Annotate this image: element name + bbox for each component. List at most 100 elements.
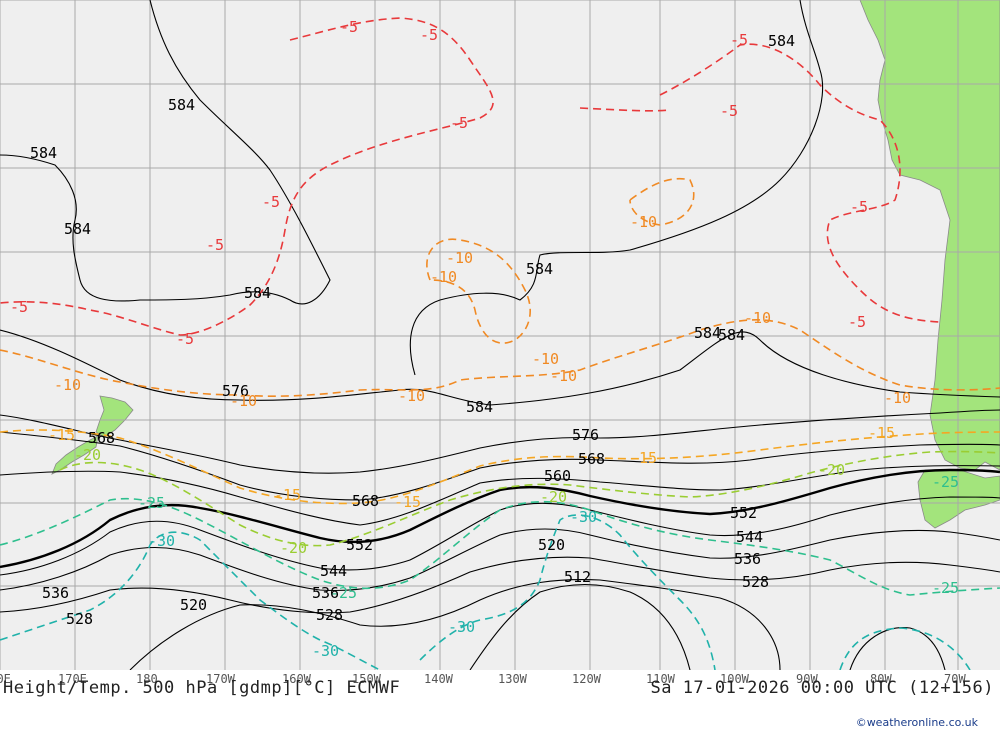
temperature-label: -20 bbox=[280, 539, 307, 557]
temperature-label: -30 bbox=[448, 618, 475, 636]
height-contour-568 bbox=[0, 431, 1000, 501]
height-label: 568 bbox=[352, 492, 379, 510]
temperature-label: -5 bbox=[450, 114, 468, 132]
height-label: 584 bbox=[168, 96, 195, 114]
height-label: 584 bbox=[466, 398, 493, 416]
height-label: 584 bbox=[694, 324, 721, 342]
temperature-label: -25 bbox=[138, 494, 165, 512]
height-label: 528 bbox=[742, 573, 769, 591]
longitude-label: 140W bbox=[424, 672, 453, 686]
temperature-label: -25 bbox=[932, 473, 959, 491]
temperature-label: -10 bbox=[54, 376, 81, 394]
temperature-label: -10 bbox=[550, 367, 577, 385]
longitude-label: 160E bbox=[0, 672, 11, 686]
height-label: 536 bbox=[312, 584, 339, 602]
temperature-label: -5 bbox=[10, 298, 28, 316]
temperature-label: -10 bbox=[630, 213, 657, 231]
height-label: 544 bbox=[736, 528, 763, 546]
height-label: 552 bbox=[730, 504, 757, 522]
height-label: 552 bbox=[346, 536, 373, 554]
isotherm-minus20 bbox=[59, 450, 1000, 547]
tierra-del-fuego-land bbox=[917, 469, 1000, 529]
ocean-background bbox=[0, 0, 1000, 670]
isotherm-minus5-east bbox=[659, 43, 941, 323]
height-contour-528 bbox=[0, 556, 1000, 614]
height-label: 568 bbox=[88, 429, 115, 447]
longitude-label: 100W bbox=[720, 672, 749, 686]
temperature-label: -20 bbox=[818, 461, 845, 479]
temperature-label: -10 bbox=[532, 350, 559, 368]
height-contour-512 bbox=[469, 583, 691, 670]
temperature-label: -30 bbox=[148, 532, 175, 550]
temperature-label: -5 bbox=[420, 26, 438, 44]
height-label: 576 bbox=[572, 426, 599, 444]
credit-link[interactable]: ©weatheronline.co.uk bbox=[855, 716, 978, 729]
temperature-label: -5 bbox=[340, 18, 358, 36]
longitude-label: 80W bbox=[870, 672, 892, 686]
temperature-label: -15 bbox=[394, 493, 421, 511]
height-label: 528 bbox=[316, 606, 343, 624]
height-label: 520 bbox=[538, 536, 565, 554]
temperature-label: -15 bbox=[868, 424, 895, 442]
new-zealand-north-island bbox=[95, 395, 134, 438]
height-label: 584 bbox=[768, 32, 795, 50]
height-label: 576 bbox=[222, 382, 249, 400]
height-label: 536 bbox=[42, 584, 69, 602]
temperature-label: -10 bbox=[398, 387, 425, 405]
height-label: 520 bbox=[180, 596, 207, 614]
isotherm-minus10-main bbox=[0, 319, 1000, 397]
height-label: 568 bbox=[578, 450, 605, 468]
height-label: 512 bbox=[564, 568, 591, 586]
footer bbox=[0, 670, 1000, 733]
isotherm-minus10-upper bbox=[629, 177, 695, 226]
height-label: 584 bbox=[64, 220, 91, 238]
isotherm-minus15 bbox=[0, 429, 1000, 505]
height-contour-584-north bbox=[0, 0, 331, 305]
temperature-label: -10 bbox=[430, 268, 457, 286]
temperature-label: -20 bbox=[540, 488, 567, 506]
temperature-label: -20 bbox=[74, 446, 101, 464]
temperature-label: -10 bbox=[446, 249, 473, 267]
temperature-label: -25 bbox=[330, 584, 357, 602]
temperature-label: -25 bbox=[932, 579, 959, 597]
temperature-label: -10 bbox=[884, 389, 911, 407]
height-label: 536 bbox=[734, 550, 761, 568]
isotherm-minus30-east bbox=[419, 514, 716, 670]
height-label: 584 bbox=[526, 260, 553, 278]
longitude-label: 170E bbox=[58, 672, 87, 686]
height-contour-536 bbox=[0, 528, 1000, 592]
isotherm-minus5-west bbox=[579, 107, 671, 112]
temperature-label: -15 bbox=[274, 486, 301, 504]
temperature-label: -5 bbox=[848, 313, 866, 331]
height-label: 584 bbox=[718, 326, 745, 344]
longitude-label: 180 bbox=[136, 672, 158, 686]
longitude-label: 160W bbox=[282, 672, 311, 686]
height-contour-520 bbox=[129, 578, 781, 670]
height-contour-520-east bbox=[849, 627, 946, 670]
longitude-label: 120W bbox=[572, 672, 601, 686]
temperature-label: -5 bbox=[850, 198, 868, 216]
longitude-label: 70W bbox=[944, 672, 966, 686]
valid-time: Sa 17-01-2026 00:00 UTC (12+156) bbox=[650, 678, 994, 698]
isotherm-minus30-far-east bbox=[839, 627, 971, 670]
longitude-label: 130W bbox=[498, 672, 527, 686]
temperature-label: -5 bbox=[206, 236, 224, 254]
longitude-label: 90W bbox=[796, 672, 818, 686]
temperature-label: -10 bbox=[230, 392, 257, 410]
temperature-label: -15 bbox=[48, 426, 75, 444]
temperature-label: -5 bbox=[730, 31, 748, 49]
height-label: 528 bbox=[66, 610, 93, 628]
temperature-label: -5 bbox=[176, 330, 194, 348]
isotherm-minus25 bbox=[0, 497, 1000, 596]
temperature-label: -30 bbox=[570, 508, 597, 526]
isotherm-minus10-ring bbox=[426, 238, 531, 344]
height-contour-584-pacific bbox=[0, 329, 1000, 406]
longitude-label: 170W bbox=[206, 672, 235, 686]
temperature-label: -30 bbox=[312, 642, 339, 660]
temperature-label: -5 bbox=[262, 193, 280, 211]
height-label: 544 bbox=[320, 562, 347, 580]
isotherm-minus5-north bbox=[0, 17, 494, 336]
temperature-label: -5 bbox=[720, 102, 738, 120]
temperature-label: -15 bbox=[630, 449, 657, 467]
longitude-label: 150W bbox=[352, 672, 381, 686]
